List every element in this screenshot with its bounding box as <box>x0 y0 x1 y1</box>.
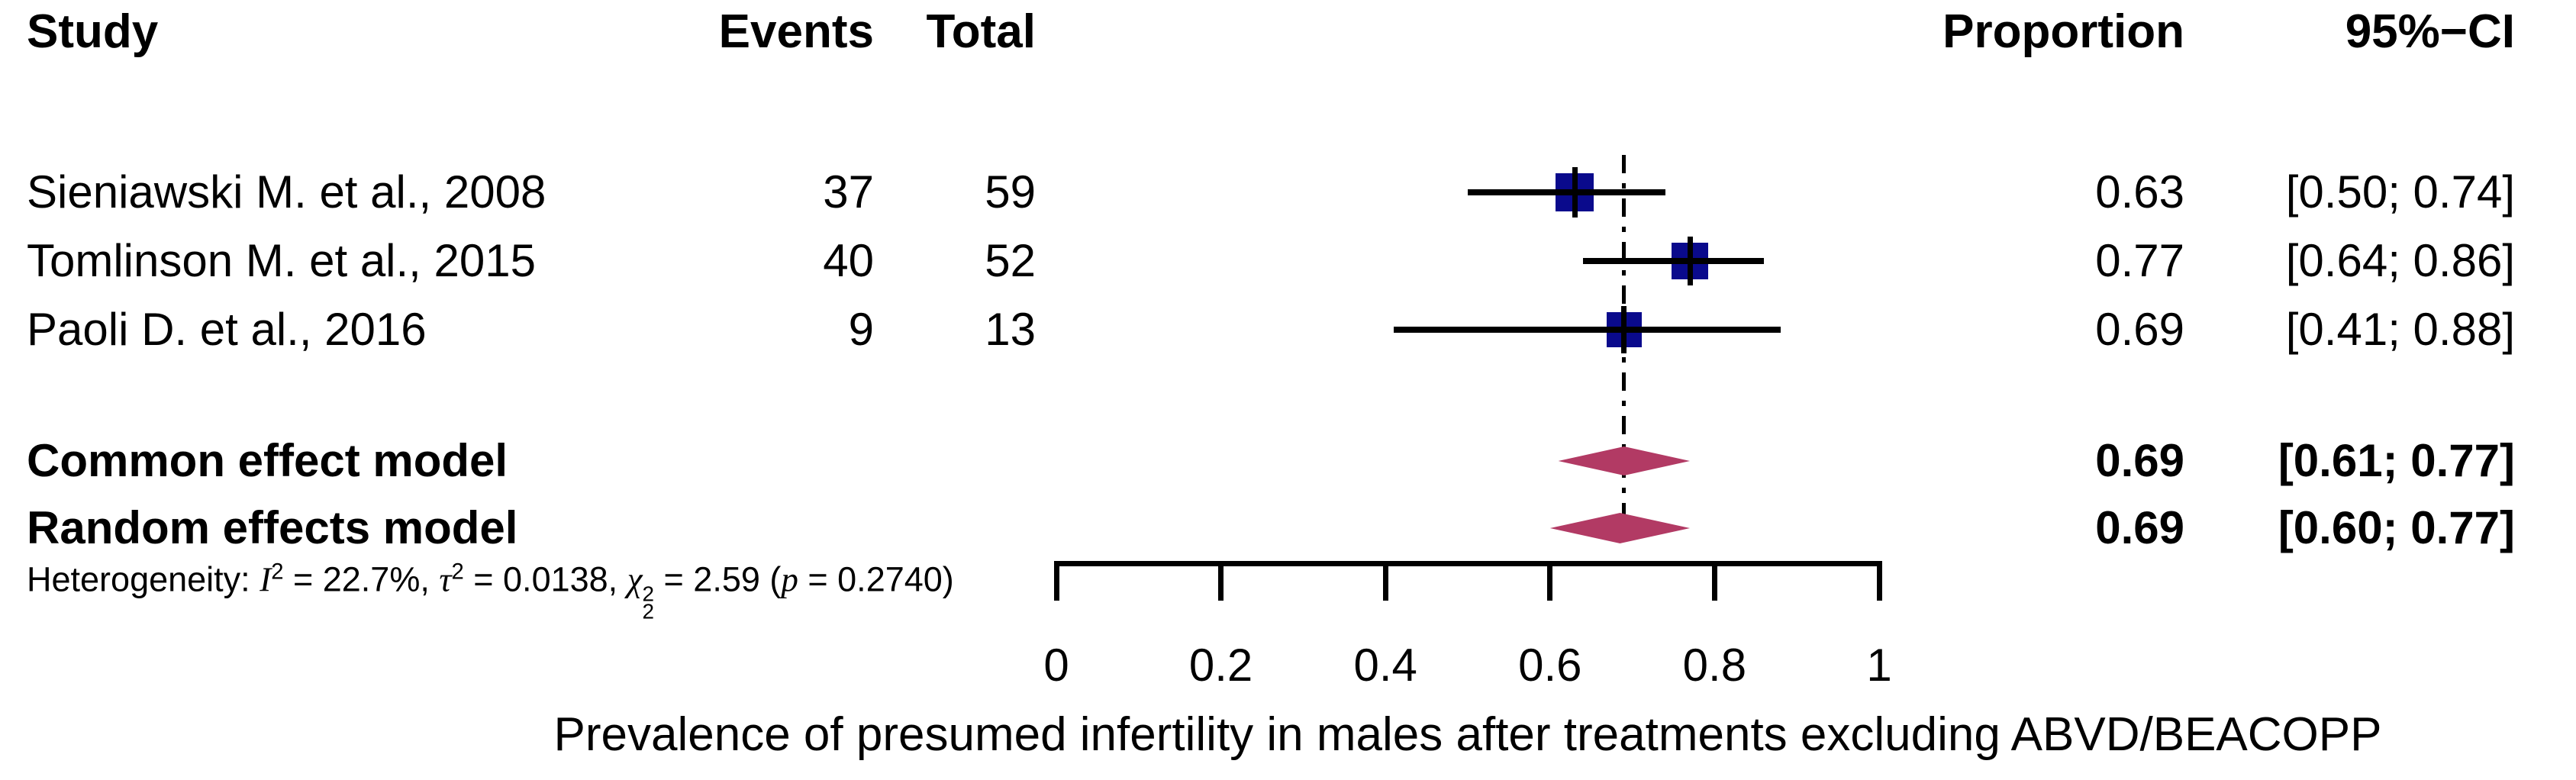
x-axis-tick-label: 0.4 <box>1353 640 1417 691</box>
common-effect-diamond <box>1558 446 1691 475</box>
column-header-total: Total <box>926 5 1037 58</box>
x-axis-tick <box>1382 561 1388 601</box>
study-ci: [0.64; 0.86] <box>2285 235 2515 286</box>
x-axis-tick <box>1711 561 1717 601</box>
random-effects-diamond <box>1549 513 1691 543</box>
x-axis-tick <box>1218 561 1224 601</box>
study-total: 59 <box>985 166 1036 218</box>
study-name: Tomlinson M. et al., 2015 <box>27 235 537 286</box>
study-name: Paoli D. et al., 2016 <box>27 304 427 355</box>
ci-whisker <box>1582 258 1765 264</box>
x-axis-tick-label: 1 <box>1866 640 1892 691</box>
column-header-study: Study <box>27 5 159 58</box>
x-axis-tick <box>1053 561 1059 601</box>
ci-whisker <box>1393 327 1781 333</box>
common-effect-model-ci: [0.61; 0.77] <box>2278 435 2515 486</box>
estimate-tick <box>1687 237 1693 285</box>
chi-squared-symbol: χ <box>627 560 643 599</box>
estimate-tick <box>1572 167 1578 218</box>
tau-squared-symbol: τ <box>439 560 452 599</box>
x-axis-tick-label: 0.8 <box>1682 640 1747 691</box>
x-axis-tick-label: 0.6 <box>1518 640 1582 691</box>
common-effect-model-label: Common effect model <box>27 435 508 486</box>
heterogeneity-i2-value: = 22.7%, <box>283 559 440 599</box>
chi-squared-df: 2 <box>642 599 655 624</box>
x-axis-tick-label: 0.2 <box>1188 640 1253 691</box>
x-axis-line <box>1053 561 1882 566</box>
study-total: 13 <box>985 304 1036 355</box>
study-total: 52 <box>985 235 1036 286</box>
column-header-events: Events <box>718 5 874 58</box>
ci-whisker <box>1468 189 1665 195</box>
study-proportion: 0.63 <box>2095 166 2184 218</box>
random-effects-model-label: Random effects model <box>27 502 518 553</box>
i-squared-symbol: I <box>260 560 272 599</box>
random-effects-model-ci: [0.60; 0.77] <box>2278 502 2515 553</box>
column-header-proportion: Proportion <box>1942 5 2184 58</box>
tau-squared-exponent: 2 <box>451 559 464 585</box>
i-squared-exponent: 2 <box>271 559 284 585</box>
x-axis-tick <box>1876 561 1882 601</box>
study-events: 9 <box>848 304 874 355</box>
estimate-tick <box>1621 306 1627 353</box>
heterogeneity-chi2-value: = 2.59 ( <box>654 559 782 599</box>
column-header-ci: 95%−CI <box>2345 5 2515 58</box>
study-name: Sieniawski M. et al., 2008 <box>27 166 546 218</box>
heterogeneity-text: Heterogeneity: I2 = 22.7%, τ2 = 0.0138, … <box>27 559 954 624</box>
study-events: 37 <box>823 166 874 218</box>
study-ci: [0.50; 0.74] <box>2285 166 2515 218</box>
study-proportion: 0.77 <box>2095 235 2184 286</box>
study-proportion: 0.69 <box>2095 304 2184 355</box>
x-axis-tick-label: 0 <box>1043 640 1069 691</box>
random-effects-model-proportion: 0.69 <box>2095 502 2184 553</box>
study-ci: [0.41; 0.88] <box>2285 304 2515 355</box>
heterogeneity-prefix: Heterogeneity: <box>27 559 260 599</box>
heterogeneity-p-value: = 0.2740) <box>798 559 954 599</box>
study-events: 40 <box>823 235 874 286</box>
p-value-symbol: p <box>781 560 798 599</box>
chi-squared-exponent: 2 <box>642 582 655 606</box>
common-effect-model-proportion: 0.69 <box>2095 435 2184 486</box>
x-axis-tick <box>1547 561 1553 601</box>
x-axis-label: Prevalence of presumed infertility in ma… <box>553 708 2382 761</box>
heterogeneity-tau2-value: = 0.0138, <box>463 559 627 599</box>
